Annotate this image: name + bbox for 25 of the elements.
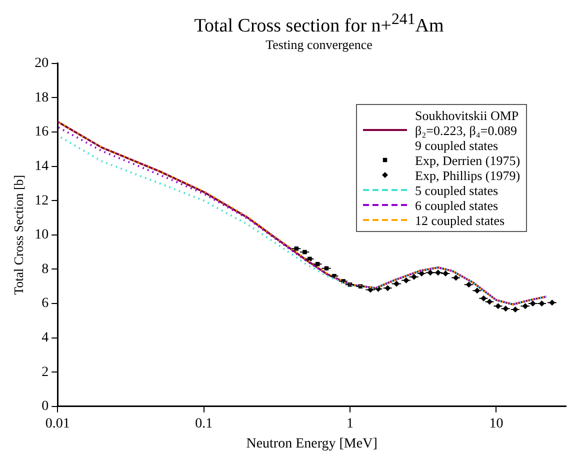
- y-tick-label: 14: [34, 159, 49, 174]
- y-tick-label: 18: [34, 90, 49, 106]
- y-tick-label: 10: [34, 228, 49, 243]
- y-tick-label: 6: [42, 296, 49, 312]
- legend-label: 5 coupled states: [415, 182, 498, 198]
- y-tick-label: 2: [42, 365, 49, 380]
- legend-label: 12 coupled states: [415, 212, 505, 228]
- legend-label: Exp, Derrien (1975): [415, 152, 520, 168]
- legend-label: 6 coupled states: [415, 198, 498, 213]
- y-tick-label: 20: [34, 56, 49, 72]
- x-axis-title: Neutron Energy [MeV]: [246, 436, 378, 452]
- y-tick-label: 0: [42, 399, 49, 414]
- y-tick-label: 4: [42, 330, 49, 346]
- legend-label: Soukhovitskii OMP β₂=0.223, β₄=0.089 9 coupled states: [415, 108, 519, 153]
- y-tick-label: 8: [42, 262, 49, 278]
- x-tick-label: 1: [346, 416, 354, 432]
- x-tick-label: 0.01: [45, 416, 70, 432]
- x-tick-label: 10: [489, 416, 504, 432]
- legend-label: Exp, Phillips (1979): [415, 168, 520, 183]
- x-tick-label: 0.1: [195, 416, 213, 432]
- y-tick-label: 12: [34, 194, 49, 209]
- chart-title: Total Cross section for n+$^{241}$Am: [193, 10, 445, 38]
- chart-subtitle: Testing convergence: [264, 37, 374, 52]
- y-tick-label: 16: [34, 125, 49, 140]
- y-axis-title: Total Cross Section [b]: [11, 175, 26, 296]
